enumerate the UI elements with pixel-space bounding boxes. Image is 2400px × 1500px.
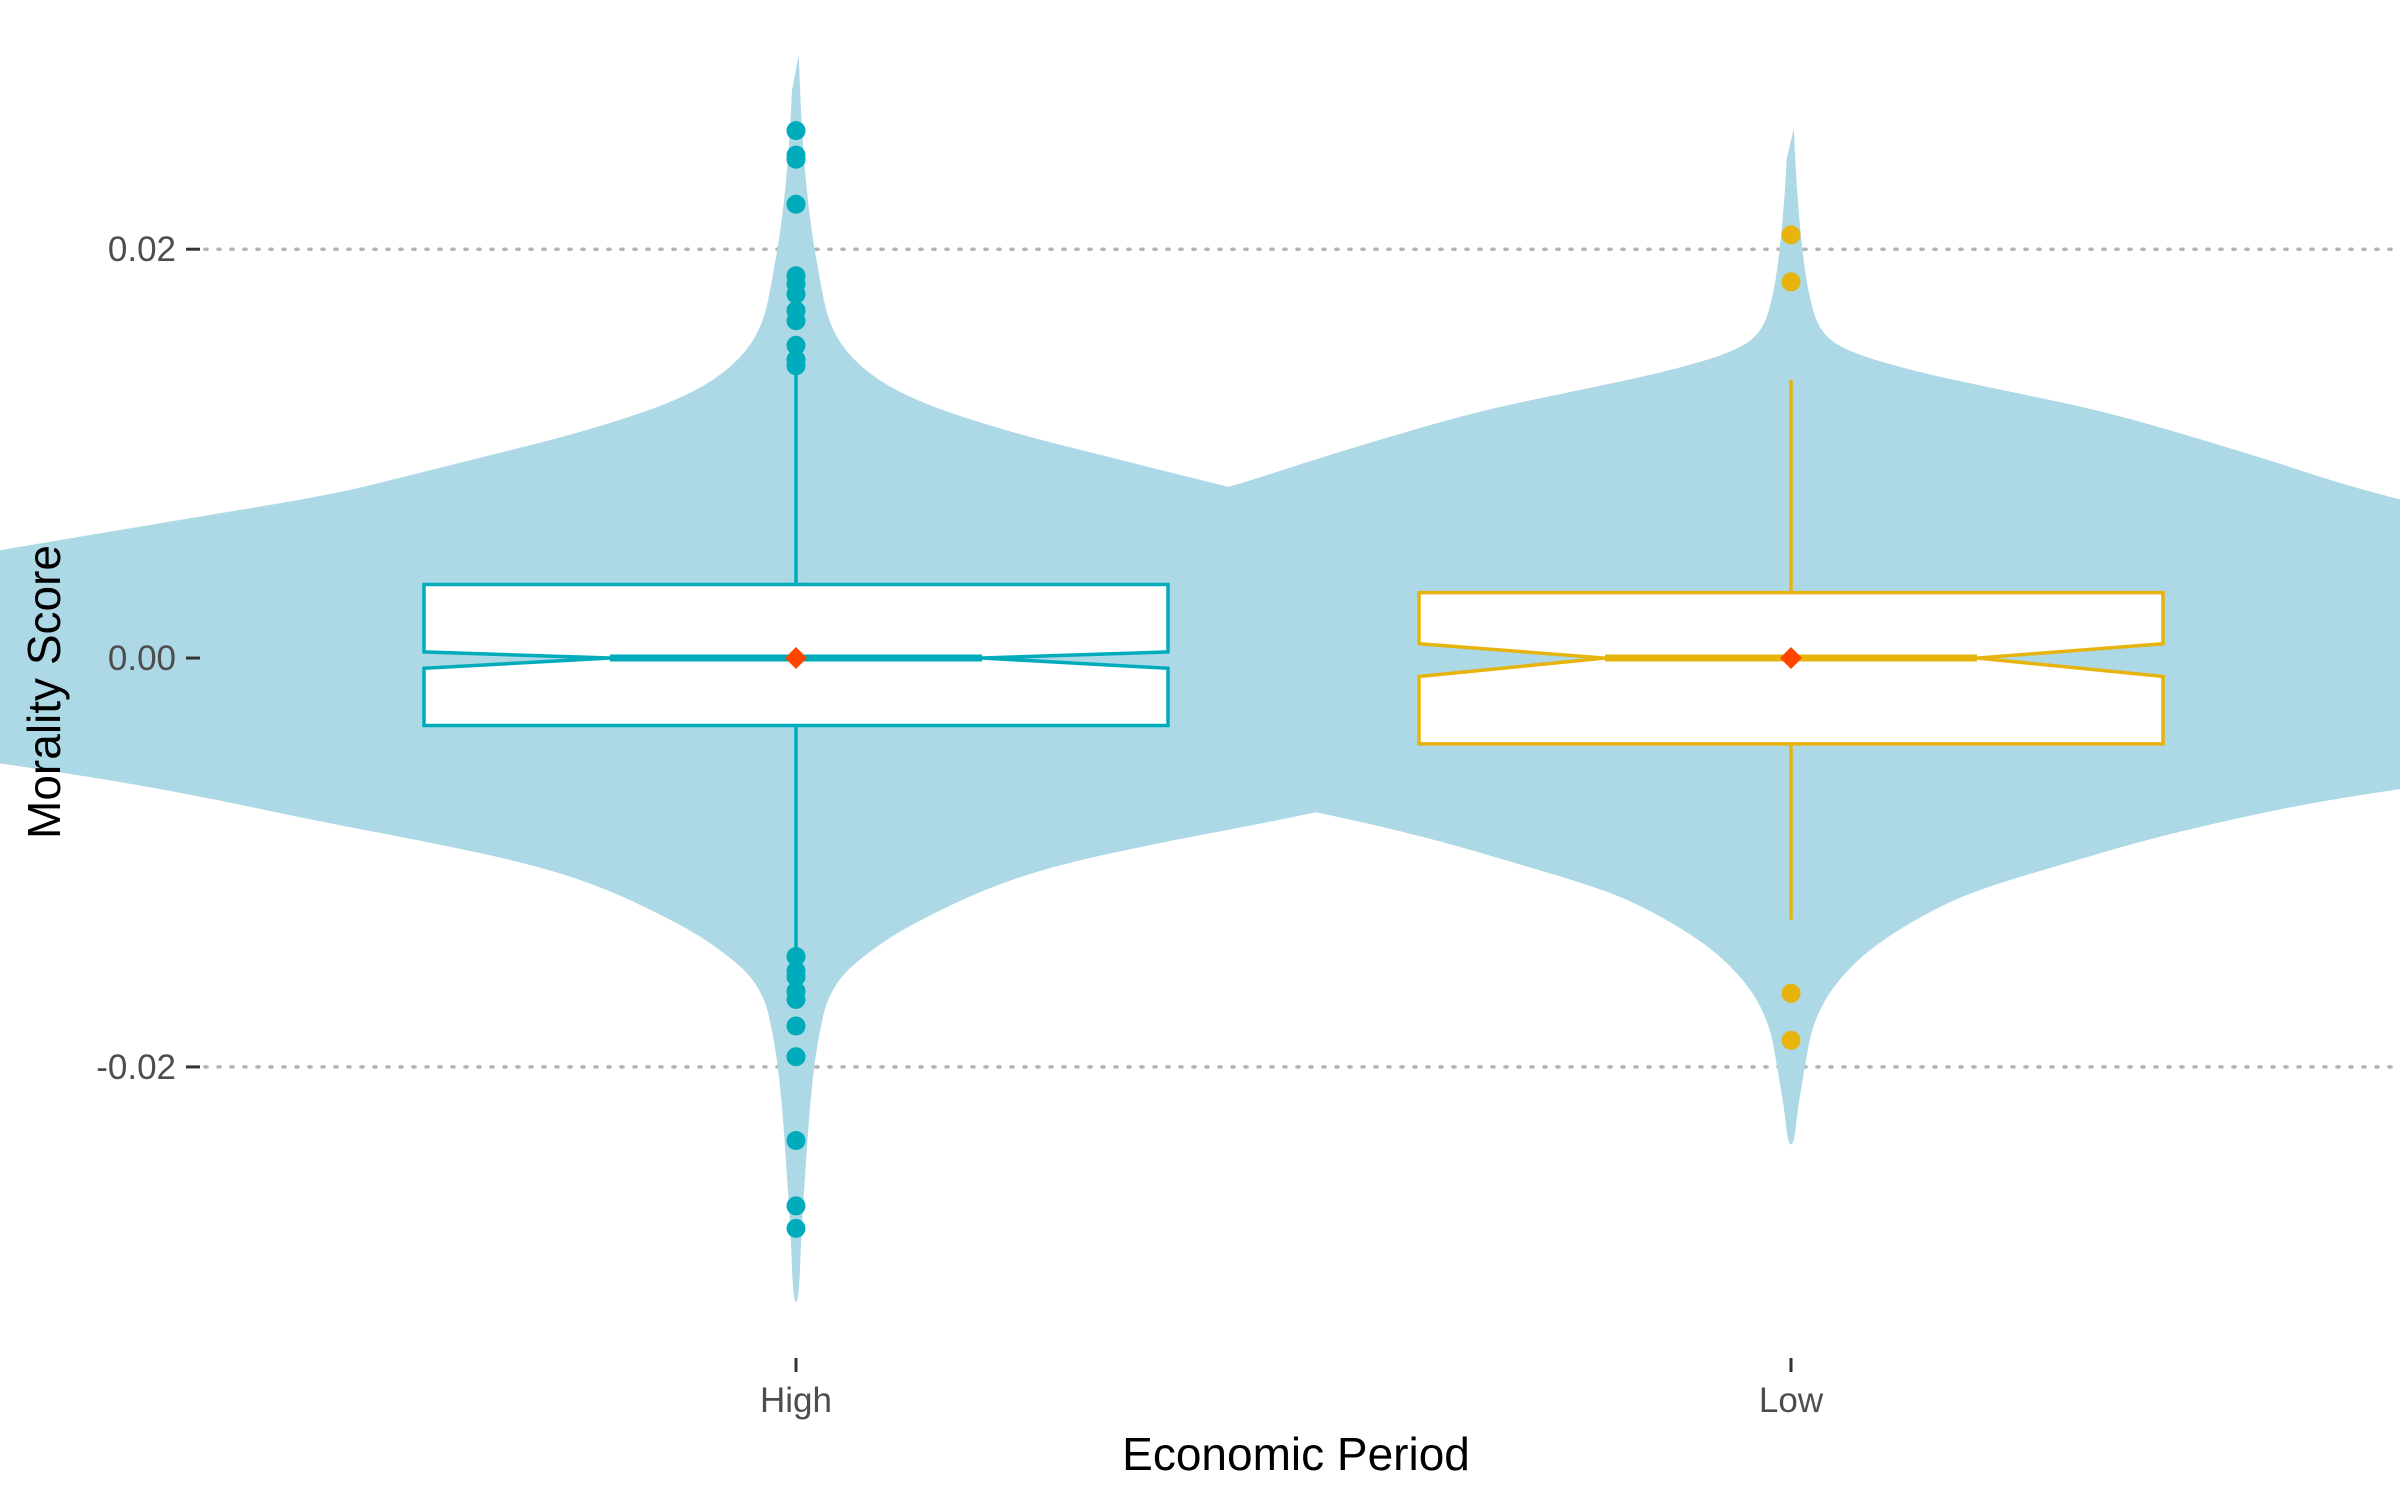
y-tick-label: 0.02 (108, 230, 176, 269)
outlier-point-low (1781, 1030, 1801, 1050)
outlier-point-high (786, 311, 806, 331)
outlier-point-high (786, 1016, 806, 1036)
outlier-point-high (786, 284, 806, 304)
outlier-point-high (786, 989, 806, 1009)
outlier-point-low (1781, 225, 1801, 245)
outlier-point-high (786, 947, 806, 967)
outlier-point-high (786, 967, 806, 987)
mean-marker-high (785, 647, 807, 670)
data-points (786, 121, 1801, 1238)
y-tick-label: -0.02 (96, 1048, 176, 1087)
outlier-point-high (786, 1131, 806, 1151)
violin-low (414, 128, 2400, 1145)
outlier-point-high (786, 356, 806, 376)
outlier-point-high (786, 149, 806, 169)
x-tick-label: Low (1759, 1381, 1824, 1420)
outlier-point-low (1781, 272, 1801, 292)
outlier-point-high (786, 121, 806, 141)
x-axis-title: Economic Period (1122, 1428, 1470, 1480)
boxplots (422, 367, 2165, 949)
outlier-point-high (786, 194, 806, 214)
outlier-point-high (786, 1196, 806, 1216)
outlier-point-high (786, 1218, 806, 1238)
outlier-point-high (786, 1047, 806, 1067)
x-tick-label: High (760, 1381, 832, 1420)
y-axis-title: Morality Score (18, 545, 70, 839)
outlier-point-high (786, 335, 806, 355)
mean-marker-low (1780, 647, 1802, 670)
axes: -0.02 0.00 0.02 High Low (96, 230, 1824, 1420)
y-tick-label: 0.00 (108, 639, 176, 678)
outlier-point-low (1781, 983, 1801, 1003)
